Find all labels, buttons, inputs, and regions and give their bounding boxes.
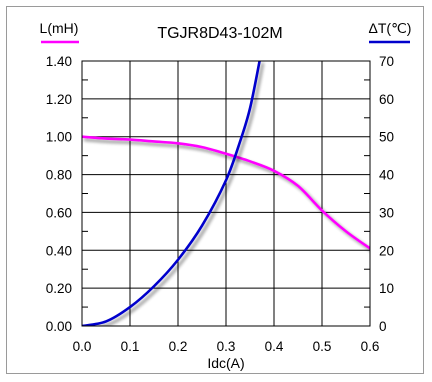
right-tick-label: 10	[379, 281, 394, 296]
x-tick-label: 0.0	[73, 339, 92, 354]
x-tick-label: 0.1	[121, 339, 140, 354]
left-tick-label: 1.40	[46, 54, 72, 69]
right-tick-label: 40	[379, 168, 394, 183]
chart-svg: TGJR8D43-102M L(mH) ΔT(℃) 0.0 0.1 0.2 0.3 0.…	[40, 20, 412, 371]
left-tick-label: 0.80	[46, 168, 72, 183]
x-tick-label: 0.6	[361, 339, 380, 354]
left-axis-label: L(mH)	[40, 20, 79, 36]
grid	[82, 61, 370, 326]
x-tick-label: 0.4	[265, 339, 284, 354]
right-tick-label: 70	[379, 54, 394, 69]
left-tick-label: 0.00	[46, 319, 72, 334]
tick-labels: 0.0 0.1 0.2 0.3 0.4 0.5 0.6 0.00 0 0.20 10 0.40 20 0.…	[46, 54, 394, 354]
chart-frame: TGJR8D43-102M L(mH) ΔT(℃) 0.0 0.1 0.2 0.3 0.…	[6, 6, 424, 374]
left-tick-label: 1.20	[46, 92, 72, 107]
chart-title: TGJR8D43-102M	[157, 25, 282, 42]
right-tick-label: 20	[379, 243, 394, 258]
left-tick-label: 0.40	[46, 243, 72, 258]
left-tick-label: 0.20	[46, 281, 72, 296]
right-tick-label: 60	[379, 92, 394, 107]
temperature-rise-curve	[82, 61, 261, 326]
right-tick-label: 0	[379, 319, 387, 334]
x-tick-label: 0.2	[169, 339, 188, 354]
x-axis-label: Idc(A)	[207, 355, 244, 371]
series-lines	[82, 61, 370, 326]
right-axis-label: ΔT(℃)	[369, 20, 412, 36]
right-tick-label: 30	[379, 205, 394, 220]
x-tick-label: 0.3	[217, 339, 236, 354]
x-tick-label: 0.5	[313, 339, 332, 354]
left-tick-label: 1.00	[46, 130, 72, 145]
inductance-curve	[82, 135, 370, 250]
plot-area	[81, 60, 371, 327]
right-tick-label: 50	[379, 130, 394, 145]
left-tick-label: 0.60	[46, 205, 72, 220]
